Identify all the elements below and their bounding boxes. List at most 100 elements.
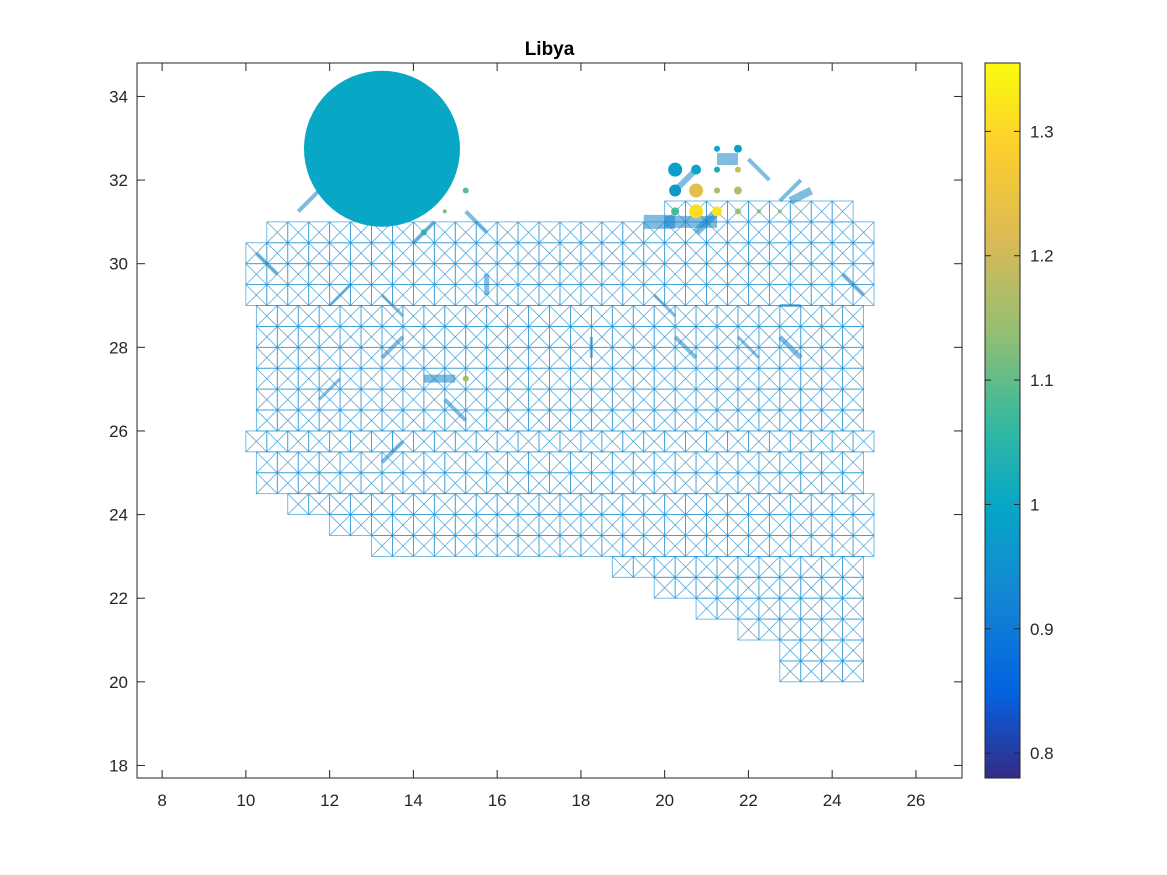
mesh-diagonal — [486, 305, 508, 327]
data-point — [714, 187, 721, 194]
mesh-diagonal — [653, 577, 676, 599]
mesh-diagonal — [716, 472, 739, 494]
mesh-diagonal — [277, 388, 299, 411]
mesh-diagonal — [381, 472, 404, 494]
mesh-diagonal — [810, 493, 833, 515]
mesh-diagonal — [496, 263, 519, 285]
y-tick-label: 22 — [109, 589, 128, 608]
mesh-diagonal — [632, 388, 655, 411]
mesh-diagonal — [339, 472, 362, 494]
mesh-diagonal — [790, 200, 812, 223]
data-point — [442, 209, 447, 214]
mesh-diagonal — [475, 430, 498, 453]
mesh-diagonal — [831, 284, 854, 306]
mesh-diagonal — [674, 556, 697, 578]
mesh-diagonal — [706, 430, 728, 453]
mesh-diagonal — [632, 472, 655, 494]
data-point — [462, 375, 469, 382]
mesh-diagonal — [507, 409, 529, 432]
mesh-diagonal — [256, 388, 278, 411]
mesh-diagonal — [454, 242, 477, 264]
mesh-diagonal — [821, 556, 843, 578]
mesh-diagonal — [297, 472, 320, 494]
mesh-diagonal — [695, 305, 718, 327]
mesh-diagonal — [538, 221, 561, 244]
data-point — [733, 186, 742, 195]
mesh-diagonal — [842, 639, 864, 662]
mesh-diagonal — [371, 430, 393, 453]
mesh-diagonal — [454, 221, 477, 244]
mesh-diagonal — [706, 242, 728, 264]
mesh-diagonal — [758, 326, 781, 348]
mesh-diagonal — [277, 305, 299, 327]
mesh-diagonal — [685, 263, 707, 285]
mesh-diagonal — [318, 451, 341, 474]
flow-edge — [380, 439, 405, 464]
mesh-diagonal — [821, 388, 843, 411]
colorbar-tick-label: 1.1 — [1030, 371, 1054, 390]
data-point — [777, 209, 782, 214]
mesh-diagonal — [612, 409, 634, 432]
data-point — [712, 206, 723, 217]
mesh-diagonal — [559, 263, 582, 285]
mesh-diagonal — [852, 514, 875, 536]
mesh-diagonal — [297, 409, 320, 432]
mesh-diagonal — [318, 388, 341, 411]
mesh-diagonal — [842, 367, 864, 390]
mesh-diagonal — [423, 388, 446, 411]
mesh-diagonal — [737, 618, 760, 641]
mesh-diagonal — [685, 514, 707, 536]
mesh-diagonal — [256, 472, 278, 494]
mesh-diagonal — [392, 493, 414, 515]
flow-edge — [464, 210, 489, 234]
mesh-diagonal — [706, 284, 728, 306]
mesh-diagonal — [737, 472, 760, 494]
mesh-diagonal — [434, 493, 456, 515]
mesh-diagonal — [842, 305, 864, 327]
x-tick-label: 10 — [236, 791, 255, 810]
mesh-diagonal — [486, 409, 508, 432]
mesh-diagonal — [329, 263, 351, 285]
mesh-diagonal — [392, 263, 414, 285]
mesh-diagonal — [748, 263, 770, 285]
data-point — [462, 187, 469, 194]
mesh-diagonal — [444, 409, 467, 432]
mesh-diagonal — [413, 430, 435, 453]
mesh-diagonal — [475, 514, 498, 536]
mesh-diagonal — [695, 388, 718, 411]
mesh-diagonal — [769, 493, 791, 515]
mesh-diagonal — [297, 326, 320, 348]
mesh-diagonal — [444, 305, 467, 327]
mesh-diagonal — [643, 493, 665, 515]
mesh-diagonal — [612, 347, 634, 369]
mesh-diagonal — [329, 242, 351, 264]
mesh-diagonal — [821, 618, 843, 641]
mesh-diagonal — [810, 430, 833, 453]
mesh-diagonal — [632, 326, 655, 348]
mesh-diagonal — [245, 284, 268, 306]
mesh-diagonal — [392, 242, 414, 264]
mesh-diagonal — [674, 472, 697, 494]
mesh-diagonal — [790, 242, 812, 264]
mesh-diagonal — [748, 514, 770, 536]
mesh-diagonal — [632, 451, 655, 474]
mesh-diagonal — [297, 347, 320, 369]
mesh-diagonal — [256, 347, 278, 369]
mesh-diagonal — [716, 367, 739, 390]
mesh-diagonal — [517, 514, 540, 536]
mesh-diagonal — [402, 388, 425, 411]
mesh-diagonal — [800, 388, 822, 411]
flow-edge — [673, 335, 698, 360]
mesh-diagonal — [758, 577, 781, 599]
mesh-diagonal — [559, 535, 582, 557]
mesh-diagonal — [591, 367, 613, 390]
mesh-diagonal — [371, 493, 393, 515]
mesh-diagonal — [434, 263, 456, 285]
mesh-diagonal — [716, 451, 739, 474]
flow-edge — [328, 283, 352, 307]
mesh-diagonal — [737, 577, 760, 599]
mesh-diagonal — [277, 367, 299, 390]
mesh-diagonal — [821, 472, 843, 494]
mesh-diagonal — [706, 263, 728, 285]
mesh-diagonal — [653, 367, 676, 390]
